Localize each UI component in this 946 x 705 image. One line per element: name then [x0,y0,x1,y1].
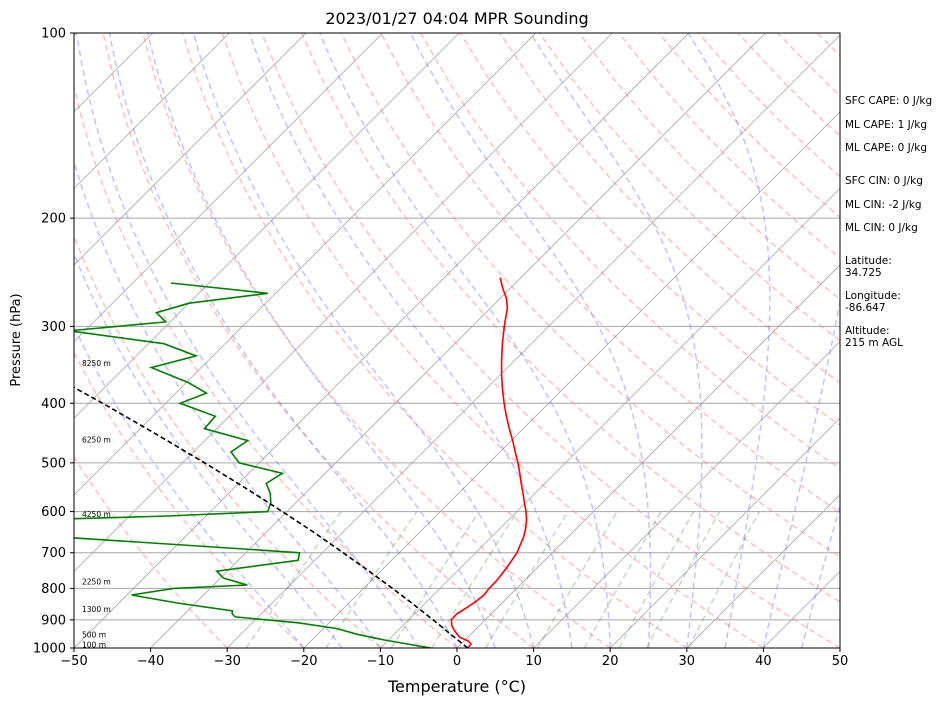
isotherm [609,417,840,648]
x-tick-label: 30 [679,654,696,669]
isotherm [74,33,230,189]
moist-adiabat [800,502,840,648]
height-label: 8250 m [82,359,111,368]
isotherm [74,33,613,572]
isotherm [456,264,840,648]
moist-adiabat [529,33,703,648]
isotherm [150,33,766,648]
isotherm [74,33,460,419]
isotherm [303,111,840,648]
moist-adiabat [75,33,420,648]
isotherm [74,33,690,648]
dry-adiabat [102,33,535,648]
sounding-stat: Longitude: -86.647 [845,290,901,314]
isotherm [686,494,840,648]
height-label: 6250 m [82,436,111,445]
height-label: 1300 m [82,605,111,614]
sounding-stat: SFC CAPE: 0 J/kg [845,95,933,107]
moist-adiabat [108,33,458,648]
y-tick-label: 500 [41,456,66,471]
dry-adiabat [261,33,840,648]
mixing-ratio-line [688,511,760,648]
x-tick-label: −10 [367,654,394,669]
isotherm [533,341,840,648]
sounding-stat: ML CIN: 0 J/kg [845,222,918,234]
moist-adiabat [687,33,771,648]
y-tick-label: 100 [41,27,66,42]
x-axis-label: Temperature (°C) [387,677,526,696]
x-tick-label: 0 [453,654,461,669]
y-tick-label: 300 [41,320,66,335]
y-axis-label: Pressure (hPa) [9,293,24,386]
dry-adiabat [74,83,458,648]
moist-adiabat [762,297,840,648]
sounding-stat: ML CAPE: 1 J/kg [845,119,928,131]
y-tick-label: 400 [41,397,66,412]
dry-adiabat [538,33,840,342]
isotherm [74,33,307,266]
dry-adiabat [181,33,688,648]
mixing-ratio-line [245,511,342,648]
dewpoint-line [74,282,432,648]
height-label: 4250 m [82,510,111,519]
moist-adiabat [74,251,343,648]
sounding-stat: Latitude: 34.725 [845,255,892,279]
mixing-ratio-line [390,511,480,648]
height-label: 2250 m [82,577,111,586]
height-label: 500 m [82,631,106,640]
y-axis-ticks: 100 200 300 400 500 600 700 800 900 1000 [33,27,74,657]
x-tick-label: −50 [60,654,87,669]
height-label: 100 m [82,640,106,649]
temperature-line [450,277,528,648]
chart-title: 2023/01/27 04:04 MPR Sounding [325,9,588,28]
dry-adiabat [74,233,381,648]
mixing-ratio-line [484,511,569,648]
moist-adiabat [147,33,496,648]
x-tick-label: −40 [137,654,164,669]
moist-adiabat [319,33,611,648]
moist-adiabat [192,33,535,648]
isotherm [74,33,383,343]
sounding-stat: SFC CIN: 0 J/kg [845,175,923,187]
dry-adiabat [74,351,305,648]
sounding-stat: ML CAPE: 0 J/kg [845,142,928,154]
x-tick-label: 50 [832,654,849,669]
y-tick-label: 1000 [33,642,66,657]
x-tick-label: 40 [755,654,772,669]
mixing-ratio-line [645,511,721,648]
profiles [74,277,528,648]
sounding-stat: ML CIN: -2 J/kg [845,199,922,211]
isotherm [226,34,840,648]
y-tick-label: 900 [41,613,66,628]
x-tick-label: 20 [602,654,619,669]
isotherm [380,187,840,648]
moist-adiabat [74,159,382,648]
y-tick-label: 600 [41,505,66,520]
x-tick-label: −30 [213,654,240,669]
dry-adiabat [578,33,840,301]
moist-adiabat [248,33,573,648]
parcel-line [74,386,469,648]
mixing-ratio-line [583,511,662,648]
isotherm [74,33,537,496]
moist-adiabat [409,33,652,648]
mixing-ratio-line [536,511,618,648]
x-tick-label: 10 [525,654,542,669]
y-tick-label: 200 [41,212,66,227]
dry-adiabat [142,33,611,648]
mixing-ratio-line [431,511,518,648]
background-lines [74,33,840,648]
x-axis-ticks: −50 −40 −30 −20 −10 0 10 20 30 40 50 [60,648,848,669]
x-tick-label: −20 [290,654,317,669]
sounding-stat: Altitude: 215 m AGL [845,325,903,349]
y-tick-label: 800 [41,582,66,597]
y-tick-label: 700 [41,546,66,561]
mixing-ratio-line [618,511,695,648]
